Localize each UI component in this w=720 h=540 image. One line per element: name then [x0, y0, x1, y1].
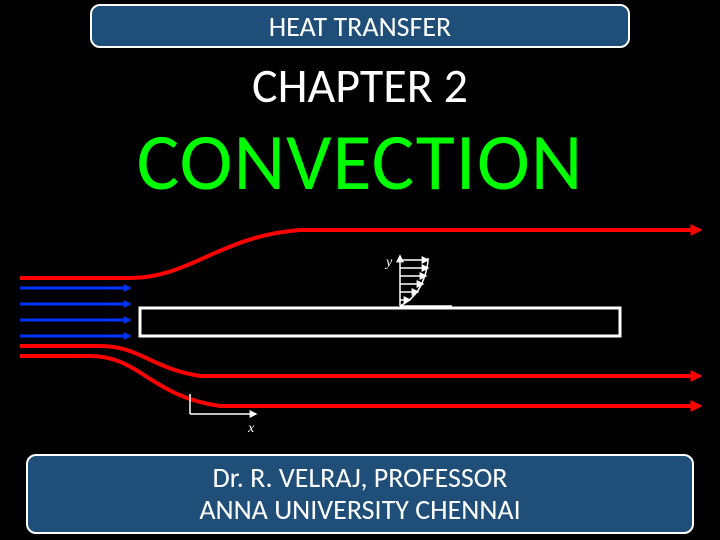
- flow-streamlines: [20, 230, 700, 406]
- top-banner-text: HEAT TRANSFER: [269, 9, 452, 44]
- author-line: Dr. R. VELRAJ, PROFESSOR: [213, 462, 508, 494]
- inflow-arrows: [20, 288, 130, 336]
- bottom-banner: Dr. R. VELRAJ, PROFESSOR ANNA UNIVERSITY…: [26, 454, 694, 534]
- chapter-label: CHAPTER 2: [0, 56, 720, 115]
- convection-diagram: yx: [0, 218, 720, 448]
- y-axis-label: y: [384, 255, 393, 270]
- top-banner: HEAT TRANSFER: [90, 4, 630, 48]
- slide-title: CONVECTION: [0, 114, 720, 211]
- velocity-profile: y: [384, 255, 452, 306]
- affiliation-line: ANNA UNIVERSITY CHENNAI: [199, 494, 520, 526]
- x-axis-label: x: [247, 421, 255, 436]
- plate-rect: [140, 308, 620, 336]
